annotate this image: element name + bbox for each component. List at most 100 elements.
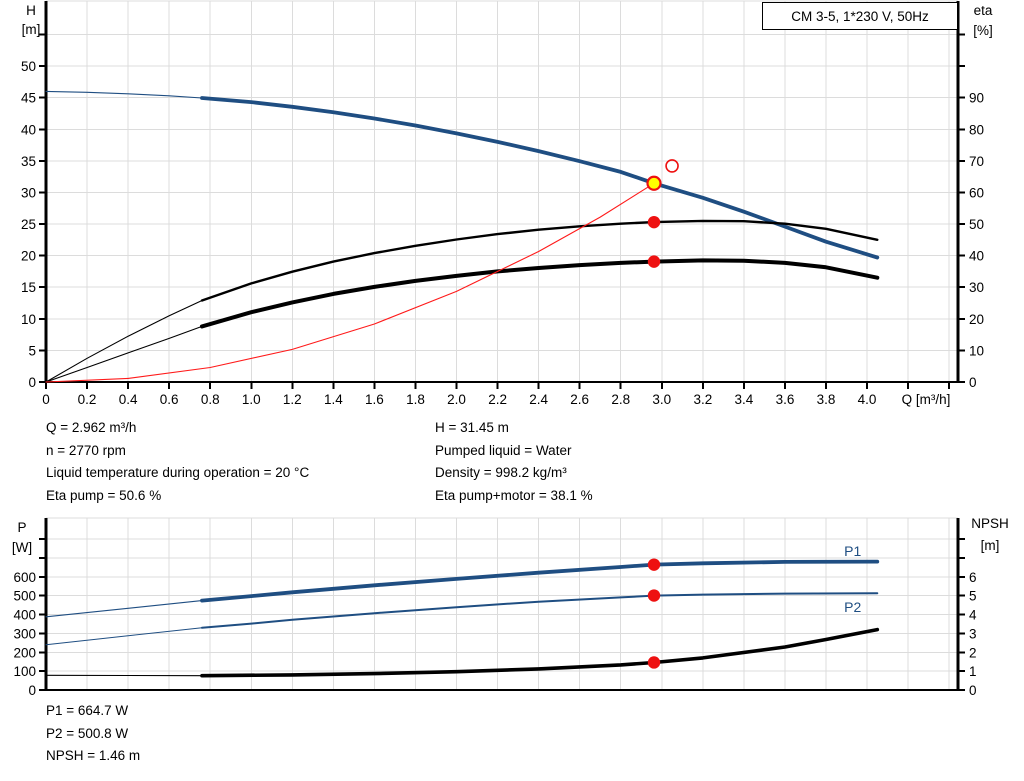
- p1-curve-label: P1: [844, 543, 861, 559]
- right-axis-title: eta: [974, 3, 993, 18]
- left-axis-tick-label: 20: [21, 249, 36, 264]
- left-axis-tick-label: 500: [13, 589, 36, 604]
- right-axis-tick-label: 0: [969, 683, 977, 698]
- x-axis-tick-label: 1.0: [242, 392, 261, 407]
- x-axis-tick-label: 2.8: [611, 392, 630, 407]
- x-axis-tick-label: 3.0: [652, 392, 671, 407]
- eta-pump-point-marker: [647, 215, 661, 229]
- right-axis-tick-label: 0: [969, 375, 977, 390]
- x-axis-tick-label: 3.6: [776, 392, 795, 407]
- left-axis-tick-label: 30: [21, 185, 36, 200]
- p1-point-marker: [647, 558, 661, 571]
- left-axis-title: H: [26, 3, 36, 18]
- left-axis-title: P: [17, 520, 26, 535]
- duty-point-marker: [646, 175, 662, 191]
- x-axis-tick-label: 1.8: [406, 392, 425, 407]
- x-axis-tick-label: 1.6: [365, 392, 384, 407]
- left-axis-tick-label: 40: [21, 122, 36, 137]
- info-line-speed: n = 2770 rpm: [46, 442, 126, 458]
- x-axis-tick-label: 0.6: [160, 392, 179, 407]
- duty-info-left-column: Q = 2.962 m³/h n = 2770 rpm Liquid tempe…: [46, 417, 309, 507]
- eta-pump-curve-thin: [45, 299, 203, 383]
- right-axis-tick-label: 50: [969, 217, 984, 232]
- power-npsh-chart-svg: 0 100 200 300 400 500 600 0 1 2 3 4 5 6 P [W] NPSH [m] P1 P…: [12, 516, 1009, 698]
- chart-title: CM 3-5, 1*230 V, 50Hz: [791, 8, 929, 24]
- x-axis-tick-label: 3.2: [693, 392, 712, 407]
- info-line-head: H = 31.45 m: [435, 420, 509, 435]
- npsh-curve: [200, 627, 880, 678]
- x-axis-unit-label: Q [m³/h]: [902, 392, 951, 407]
- eta-pump-motor-curve-thin: [45, 325, 203, 383]
- head-curve: [200, 96, 880, 260]
- eta-pump-motor-curve: [200, 258, 880, 329]
- p2-curve: [201, 592, 879, 629]
- hq-eta-chart-svg: 0 5 10 15 20 25 30 35 40 45 50 0 10 20 30 40 50 60 70 80 90 0…: [21, 0, 993, 407]
- left-axis-tick-label: 0: [28, 375, 36, 390]
- info-line-density: Density = 998.2 kg/m³: [435, 465, 567, 481]
- x-axis-tick-label: 3.4: [735, 392, 754, 407]
- info-line-q: Q = 2.962 m³/h: [46, 420, 137, 435]
- p1-curve-thin: [45, 600, 203, 618]
- x-axis-tick-label: 2.4: [529, 392, 548, 407]
- right-axis-tick-label: 40: [969, 249, 984, 264]
- left-axis-tick-label: 45: [21, 91, 36, 106]
- info-line-npsh: NPSH = 1.46 m: [46, 748, 141, 764]
- left-axis-tick-label: 300: [13, 626, 36, 641]
- p2-curve-label: P2: [844, 599, 861, 615]
- x-axis-tick-label: 1.2: [283, 392, 302, 407]
- left-axis-tick-label: 15: [21, 280, 36, 295]
- p2-curve-thin: [45, 627, 203, 646]
- left-axis-tick-label: 0: [28, 683, 36, 698]
- right-axis-tick-label: 90: [969, 91, 984, 106]
- info-line-pumped-liquid: Pumped liquid = Water: [435, 442, 572, 458]
- left-axis-tick-label: 5: [28, 343, 36, 358]
- x-axis-tick-label: 0.8: [201, 392, 220, 407]
- x-axis-tick-label: 3.8: [817, 392, 836, 407]
- x-axis-tick-label: 2.2: [488, 392, 507, 407]
- info-line-eta-pump-motor: Eta pump+motor = 38.1 %: [435, 487, 593, 503]
- x-axis-tick-label: 2.0: [447, 392, 466, 407]
- left-axis-tick-label: 600: [13, 570, 36, 585]
- chart-title-box: CM 3-5, 1*230 V, 50Hz: [762, 2, 958, 30]
- right-axis-tick-label: 20: [969, 312, 984, 327]
- p2-point-marker: [647, 589, 661, 602]
- right-axis-tick-label: 6: [969, 570, 977, 585]
- left-axis-tick-label: 25: [21, 217, 36, 232]
- right-axis-title: [m]: [981, 538, 1000, 553]
- left-axis-title: [W]: [12, 540, 32, 555]
- p1-curve: [200, 559, 880, 603]
- right-axis-tick-label: 80: [969, 122, 984, 137]
- left-axis-tick-label: 200: [13, 645, 36, 660]
- right-axis-title: [%]: [973, 23, 993, 38]
- power-info-column: P1 = 664.7 W P2 = 500.8 W NPSH = 1.46 m: [46, 700, 140, 768]
- right-axis-tick-label: 3: [969, 626, 977, 641]
- right-axis-tick-label: 60: [969, 185, 984, 200]
- info-line-liquid-temp: Liquid temperature during operation = 20…: [46, 465, 310, 481]
- x-axis-tick-label: 0: [42, 392, 50, 407]
- right-axis-tick-label: 4: [969, 608, 977, 623]
- left-axis-tick-label: 100: [13, 664, 36, 679]
- right-axis-tick-label: 2: [969, 645, 977, 660]
- right-axis-tick-label: 30: [969, 280, 984, 295]
- left-axis-tick-label: 50: [21, 59, 36, 74]
- requested-duty-point-marker: [665, 159, 679, 173]
- x-axis-tick-label: 4.0: [858, 392, 877, 407]
- right-axis-tick-label: 1: [969, 664, 977, 679]
- x-axis-tick-label: 2.6: [570, 392, 589, 407]
- left-axis-title: [m]: [22, 22, 41, 37]
- left-axis-tick-label: 35: [21, 154, 36, 169]
- info-line-p2: P2 = 500.8 W: [46, 725, 129, 741]
- eta-pump-motor-point-marker: [647, 255, 661, 268]
- right-axis-title: NPSH: [971, 516, 1009, 531]
- x-axis-tick-label: 0.4: [119, 392, 138, 407]
- info-line-p1: P1 = 664.7 W: [46, 703, 129, 718]
- x-axis-tick-label: 0.2: [78, 392, 97, 407]
- info-line-eta-pump: Eta pump = 50.6 %: [46, 487, 162, 503]
- eta-pump-curve: [200, 219, 879, 302]
- right-axis-tick-label: 10: [969, 343, 984, 358]
- left-axis-tick-label: 10: [21, 312, 36, 327]
- head-curve-thin: [45, 90, 203, 99]
- left-axis-tick-label: 400: [13, 608, 36, 623]
- duty-info-right-column: H = 31.45 m Pumped liquid = Water Densit…: [435, 417, 593, 507]
